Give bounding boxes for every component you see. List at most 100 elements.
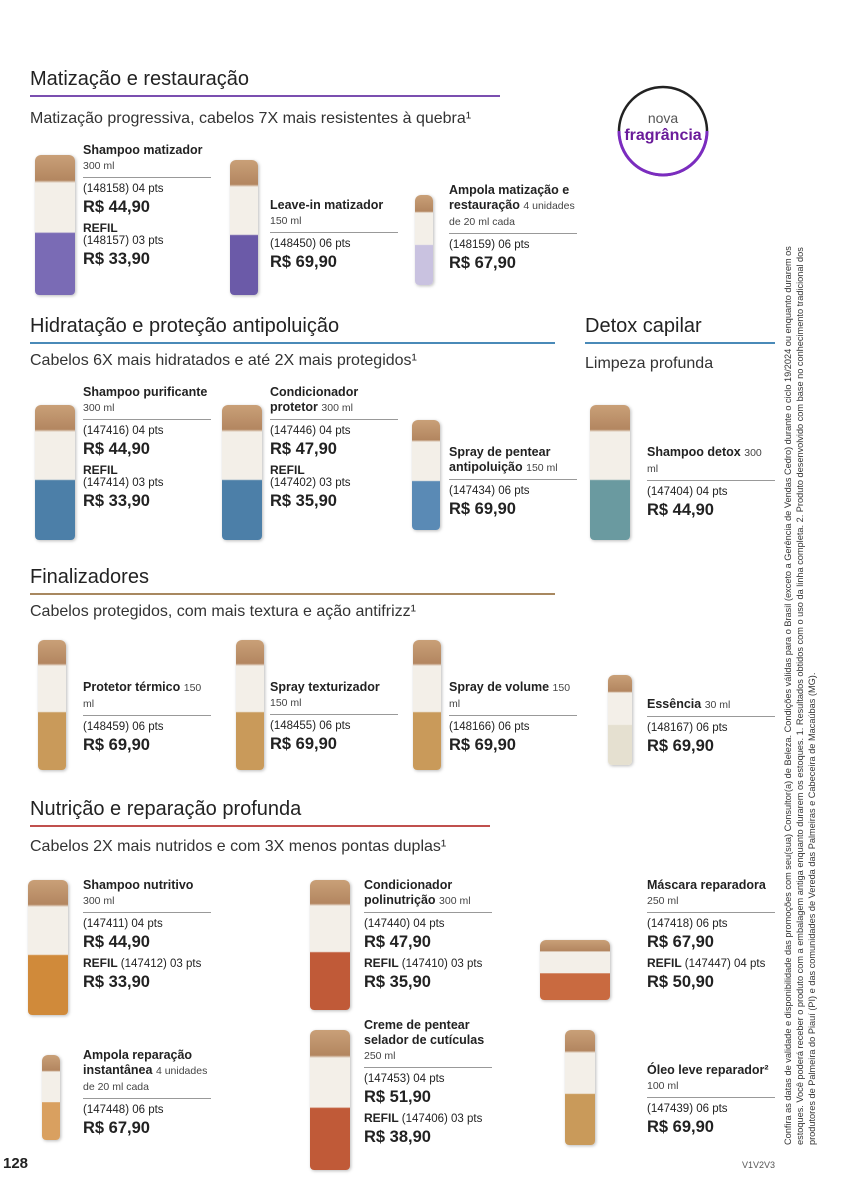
product: Condicionador polinutrição 300 ml (147440…: [364, 878, 492, 992]
divider: [364, 1067, 492, 1068]
refil: REFIL: [270, 463, 398, 477]
refil: REFIL: [83, 463, 211, 477]
product-code: (148166) 06 pts: [449, 721, 530, 733]
product-price: R$ 44,90: [83, 198, 150, 216]
product-name-text: Creme de pentear selador de cutículas: [364, 1018, 485, 1047]
product-size: 300 ml: [83, 895, 115, 907]
refil-label: REFIL: [647, 956, 682, 970]
product-image: [38, 640, 66, 770]
refil: REFIL (147406) 03 pts: [364, 1111, 492, 1125]
product-code: (148158) 04 pts: [83, 183, 164, 195]
product: Máscara reparadora 250 ml (147418) 06 pts…: [647, 878, 775, 992]
product-name: Óleo leve reparador² 100 ml: [647, 1063, 775, 1094]
product-price: R$ 69,90: [270, 253, 337, 271]
refil: REFIL (147447) 04 pts: [647, 956, 775, 970]
product-code: (147416) 04 pts: [83, 425, 164, 437]
product-name-text: Spray de pentear antipoluição: [449, 445, 551, 474]
product-name: Shampoo detox 300 ml: [647, 445, 775, 477]
product-code: (148459) 06 pts: [83, 721, 164, 733]
section-title: Finalizadores: [30, 566, 149, 588]
product-size: 300 ml: [647, 447, 762, 475]
product-code: (147411) 04 pts: [83, 918, 163, 930]
divider: [83, 177, 211, 178]
divider: [364, 912, 492, 913]
product-price: R$ 67,90: [647, 933, 714, 951]
product-name-text: Ampola matização e restauração: [449, 183, 570, 212]
refil-label: REFIL: [83, 463, 118, 477]
section-subtitle: Cabelos 2X mais nutridos e com 3X menos …: [30, 838, 447, 855]
product-image: [310, 1030, 350, 1170]
divider: [647, 912, 775, 913]
product-size: 300 ml: [321, 402, 353, 414]
product-name-text: Protetor térmico: [83, 680, 181, 694]
divider: [647, 480, 775, 481]
product-code: (147448) 06 pts: [83, 1104, 164, 1116]
product-image: [222, 405, 262, 540]
product: Óleo leve reparador² 100 ml (147439) 06 p…: [647, 1063, 775, 1137]
section-subtitle: Cabelos protegidos, com mais textura e a…: [30, 603, 416, 620]
product-name: Condicionador protetor 300 ml: [270, 385, 398, 416]
refil-code: (148157) 03 pts: [83, 235, 164, 247]
product-name: Protetor térmico 150 ml: [83, 680, 211, 712]
product-name-text: Shampoo detox: [647, 445, 741, 459]
product-price: R$ 47,90: [270, 440, 337, 458]
product-name-text: Shampoo nutritivo: [83, 878, 194, 892]
refil-price: R$ 35,90: [270, 492, 337, 510]
product-price: R$ 69,90: [647, 737, 714, 755]
section-title: Matização e restauração: [30, 68, 250, 90]
product-image: [608, 675, 632, 765]
section-subtitle: Cabelos 6X mais hidratados e até 2X mais…: [30, 352, 417, 369]
product-price: R$ 69,90: [83, 736, 150, 754]
section-rule: [30, 342, 555, 344]
product-code: (147418) 06 pts: [647, 918, 728, 930]
product-code: (147434) 06 pts: [449, 485, 530, 497]
product-code: (147439) 06 pts: [647, 1103, 728, 1115]
page-number: 128: [3, 1155, 29, 1172]
product-name: Shampoo nutritivo 300 ml: [83, 878, 211, 909]
section-title: Detox capilar: [585, 315, 702, 337]
refil-price: R$ 33,90: [83, 250, 150, 268]
refil-code: (147412) 03 pts: [120, 958, 202, 970]
product-size: 4 unidades de 20 ml cada: [449, 200, 575, 228]
product-price: R$ 69,90: [647, 1118, 714, 1136]
divider: [449, 715, 577, 716]
product-size: 30 ml: [704, 699, 731, 711]
product-size: 150 ml: [449, 682, 571, 710]
badge-line2: fragrância: [624, 127, 701, 144]
section-rule: [30, 825, 490, 827]
refil-label: REFIL: [364, 1111, 399, 1125]
product-name: Máscara reparadora 250 ml: [647, 878, 775, 909]
product-price: R$ 47,90: [364, 933, 431, 951]
product-image: [540, 940, 610, 1000]
edition: V1V2V3: [742, 1160, 776, 1170]
refil-code: (147414) 03 pts: [83, 477, 164, 489]
product: Shampoo purificante 300 ml (147416) 04 pt…: [83, 385, 211, 511]
divider: [270, 419, 398, 420]
product-image: [35, 155, 75, 295]
product: Shampoo nutritivo 300 ml (147411) 04 pts R…: [83, 878, 211, 992]
divider: [270, 232, 398, 233]
product-size: 250 ml: [364, 1050, 396, 1062]
section-subtitle: Matização progressiva, cabelos 7X mais r…: [30, 110, 472, 127]
product-name-text: Leave-in matizador: [270, 198, 384, 212]
product-image: [412, 420, 440, 530]
product: Ampola matização e restauração 4 unidade…: [449, 183, 577, 273]
section-title: Nutrição e reparação profunda: [30, 798, 302, 820]
divider: [270, 714, 398, 715]
product-price: R$ 44,90: [83, 440, 150, 458]
product: Shampoo detox 300 ml (147404) 04 pts R$ 44…: [647, 445, 775, 520]
product-price: R$ 44,90: [647, 501, 714, 519]
product-name-text: Ampola reparação instantânea: [83, 1048, 193, 1077]
product: Condicionador protetor 300 ml (147446) 04…: [270, 385, 398, 511]
product-name-text: Máscara reparadora: [647, 878, 766, 892]
product-name-text: Condicionador protetor: [270, 385, 359, 414]
product-image: [35, 405, 75, 540]
product-code: (147453) 04 pts: [364, 1073, 445, 1085]
product-image: [413, 640, 441, 770]
product-name-text: Óleo leve reparador²: [647, 1063, 769, 1077]
divider: [83, 912, 211, 913]
refil-label: REFIL: [364, 956, 399, 970]
product: Essência 30 ml (148167) 06 pts R$ 69,90: [647, 697, 775, 756]
product-price: R$ 69,90: [449, 736, 516, 754]
